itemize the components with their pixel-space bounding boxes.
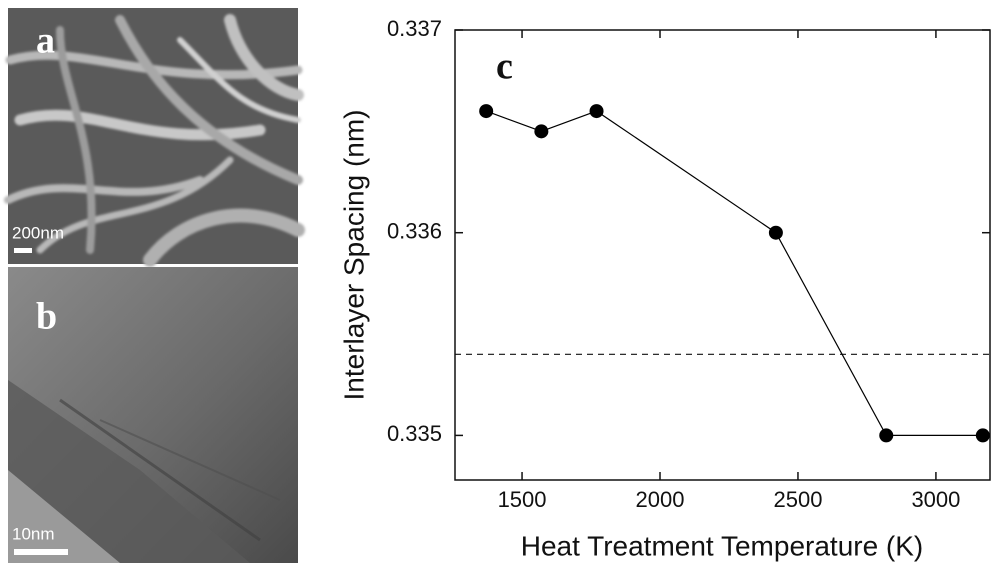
- data-point: [879, 428, 894, 443]
- x-tick-label: 2500: [773, 487, 822, 512]
- y-tick-label: 0.335: [387, 421, 442, 446]
- plot-frame: [454, 29, 991, 481]
- y-axis-title: Interlayer Spacing (nm): [338, 109, 369, 400]
- data-point: [534, 124, 549, 139]
- x-tick-label: 1500: [498, 487, 547, 512]
- y-tick-label: 0.336: [387, 219, 442, 244]
- data-point: [589, 104, 604, 119]
- scale-bar-label: 10nm: [12, 524, 55, 543]
- panel-label: c: [496, 46, 513, 88]
- sem-image: [4, 8, 305, 267]
- data-point: [479, 104, 494, 119]
- x-tick-label: 2000: [636, 487, 685, 512]
- scale-bar-label: 200nm: [12, 223, 64, 242]
- data-point: [975, 428, 990, 443]
- tem-image: [8, 267, 298, 563]
- data-point: [768, 225, 783, 240]
- x-tick-label: 3000: [911, 487, 960, 512]
- x-axis-title: Heat Treatment Temperature (K): [521, 530, 924, 561]
- panel-label: b: [36, 296, 57, 338]
- data-line: [485, 110, 983, 437]
- y-tick-label: 0.337: [387, 16, 442, 41]
- panel-label: a: [36, 20, 55, 62]
